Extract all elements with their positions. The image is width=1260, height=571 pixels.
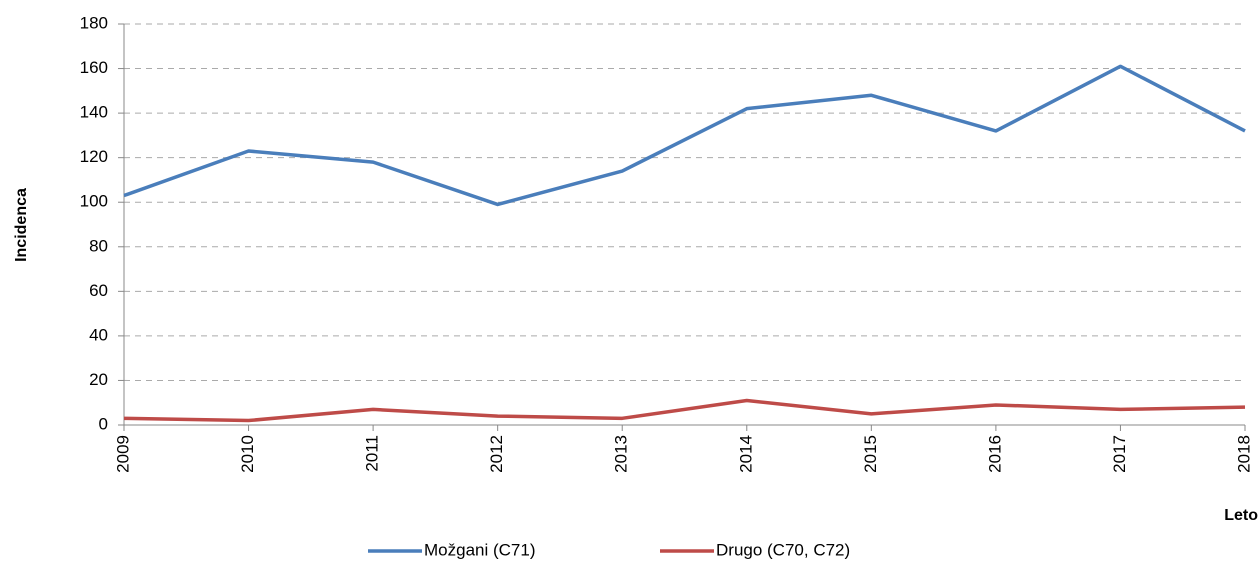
y-tick-label: 140 bbox=[80, 103, 108, 122]
x-tick-label: 2014 bbox=[736, 435, 755, 473]
x-tick-label: 2018 bbox=[1234, 435, 1253, 473]
y-tick-label: 40 bbox=[89, 325, 108, 344]
y-tick-label: 160 bbox=[80, 58, 108, 77]
y-tick-label: 80 bbox=[89, 236, 108, 255]
x-tick-label: 2017 bbox=[1110, 435, 1129, 473]
legend-label: Možgani (C71) bbox=[424, 540, 536, 559]
series-line bbox=[123, 64, 1246, 207]
y-axis-label: Incidenca bbox=[13, 188, 30, 262]
x-tick-label: 2013 bbox=[612, 435, 631, 473]
y-tick-label: 100 bbox=[80, 192, 108, 211]
legend-label: Drugo (C70, C72) bbox=[716, 540, 850, 559]
x-tick-label: 2016 bbox=[985, 435, 1004, 473]
y-tick-label: 120 bbox=[80, 147, 108, 166]
y-tick-label: 0 bbox=[99, 414, 108, 433]
x-tick-label: 2012 bbox=[487, 435, 506, 473]
x-tick-label: 2011 bbox=[363, 435, 382, 472]
y-tick-label: 60 bbox=[89, 281, 108, 300]
x-tick-label: 2015 bbox=[861, 435, 880, 473]
x-tick-label: 2009 bbox=[113, 435, 132, 473]
y-tick-label: 180 bbox=[80, 13, 108, 32]
x-axis-label: Leto bbox=[1224, 507, 1258, 524]
series-line bbox=[123, 398, 1246, 423]
x-tick-label: 2010 bbox=[238, 435, 257, 473]
y-tick-label: 20 bbox=[89, 370, 108, 389]
